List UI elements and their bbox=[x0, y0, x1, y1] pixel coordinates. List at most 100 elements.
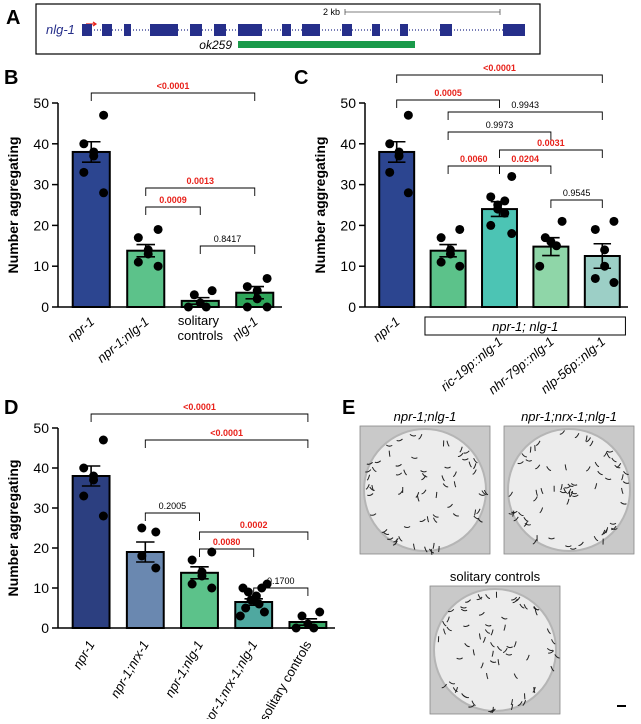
exon bbox=[238, 24, 262, 36]
data-point bbox=[609, 217, 618, 226]
y-axis-label: Number aggregating bbox=[312, 137, 328, 274]
p-value: <0.0001 bbox=[210, 428, 243, 438]
data-point bbox=[144, 249, 153, 258]
data-point bbox=[385, 139, 394, 148]
image-title: npr-1;nrx-1;nlg-1 bbox=[521, 409, 617, 424]
data-point bbox=[600, 262, 609, 271]
data-point bbox=[437, 258, 446, 267]
images-panel: npr-1;nlg-1 npr-1;nrx-1;nlg-1 solitary c… bbox=[360, 409, 634, 714]
y-tick-label: 10 bbox=[340, 258, 356, 274]
bar bbox=[73, 476, 110, 628]
p-value: 0.9973 bbox=[486, 120, 514, 130]
p-value: 0.0080 bbox=[213, 537, 241, 547]
data-point bbox=[255, 600, 264, 609]
data-point bbox=[260, 608, 269, 617]
data-point bbox=[298, 612, 307, 621]
bracket bbox=[397, 100, 500, 108]
data-point bbox=[404, 188, 413, 197]
bracket bbox=[448, 166, 499, 174]
image bbox=[360, 426, 490, 555]
p-value: 0.0005 bbox=[434, 88, 462, 98]
y-tick-label: 0 bbox=[41, 299, 49, 315]
panel-letters: A B C D E bbox=[4, 7, 355, 419]
image bbox=[504, 426, 634, 554]
y-tick-label: 40 bbox=[340, 136, 356, 152]
p-value: 0.0002 bbox=[240, 520, 268, 530]
data-point bbox=[309, 624, 318, 633]
data-point bbox=[208, 286, 217, 295]
data-point bbox=[486, 221, 495, 230]
y-tick-label: 20 bbox=[33, 217, 49, 233]
data-point bbox=[243, 282, 252, 291]
data-point bbox=[600, 245, 609, 254]
data-point bbox=[134, 258, 143, 267]
data-point bbox=[395, 152, 404, 161]
p-value: 0.0060 bbox=[460, 154, 488, 164]
p-value: 0.0009 bbox=[159, 195, 187, 205]
y-tick-label: 50 bbox=[33, 95, 49, 111]
image-scale-bar bbox=[617, 705, 626, 707]
gene-name: nlg-1 bbox=[46, 22, 75, 37]
gene-diagram: nlg-1 2 kb ok259 bbox=[36, 4, 540, 54]
data-point bbox=[137, 524, 146, 533]
data-point bbox=[315, 608, 324, 617]
bracket bbox=[91, 93, 255, 101]
data-point bbox=[99, 111, 108, 120]
exon bbox=[282, 24, 291, 36]
y-tick-label: 10 bbox=[33, 580, 49, 596]
p-value: 0.0204 bbox=[511, 154, 539, 164]
bar bbox=[73, 152, 110, 307]
bracket bbox=[448, 132, 551, 140]
data-point bbox=[486, 192, 495, 201]
x-tick-label: npr-1;nrx-1 bbox=[107, 638, 152, 700]
data-point bbox=[89, 152, 98, 161]
y-tick-label: 30 bbox=[33, 177, 49, 193]
panel-letter: B bbox=[4, 67, 18, 89]
group-label: npr-1; nlg-1 bbox=[492, 319, 558, 334]
data-point bbox=[134, 233, 143, 242]
worm bbox=[439, 546, 440, 552]
p-value: 0.1700 bbox=[267, 576, 295, 586]
x-tick-label: solitary controls bbox=[177, 313, 223, 343]
deletion-name: ok259 bbox=[199, 38, 232, 52]
p-value: <0.0001 bbox=[483, 63, 516, 73]
y-tick-label: 30 bbox=[340, 177, 356, 193]
p-value: 0.0013 bbox=[186, 176, 214, 186]
panel-letter: A bbox=[6, 7, 20, 29]
bar bbox=[431, 251, 466, 307]
data-point bbox=[99, 512, 108, 521]
exon bbox=[214, 24, 226, 36]
p-value: 0.0031 bbox=[537, 138, 565, 148]
data-point bbox=[535, 262, 544, 271]
y-tick-label: 50 bbox=[340, 95, 356, 111]
data-point bbox=[207, 584, 216, 593]
y-tick-label: 20 bbox=[33, 540, 49, 556]
exon bbox=[102, 24, 112, 36]
x-tick-label: npr-1 bbox=[64, 314, 97, 345]
data-point bbox=[79, 492, 88, 501]
image-title: npr-1;nlg-1 bbox=[394, 409, 457, 424]
x-tick-label: npr-1 bbox=[70, 638, 98, 672]
exon bbox=[503, 24, 525, 36]
data-point bbox=[79, 139, 88, 148]
data-point bbox=[236, 612, 245, 621]
bracket bbox=[500, 166, 551, 174]
exon bbox=[124, 24, 131, 36]
x-tick-label: npr-1 bbox=[370, 314, 403, 345]
y-tick-label: 50 bbox=[33, 420, 49, 436]
data-point bbox=[99, 188, 108, 197]
data-point bbox=[507, 229, 516, 238]
plate bbox=[508, 429, 630, 551]
data-point bbox=[202, 303, 211, 312]
data-point bbox=[455, 262, 464, 271]
data-point bbox=[404, 111, 413, 120]
bar bbox=[379, 152, 414, 307]
data-point bbox=[79, 168, 88, 177]
exon bbox=[342, 24, 352, 36]
data-point bbox=[188, 556, 197, 565]
exon bbox=[150, 24, 178, 36]
y-tick-label: 20 bbox=[340, 217, 356, 233]
data-point bbox=[151, 528, 160, 537]
